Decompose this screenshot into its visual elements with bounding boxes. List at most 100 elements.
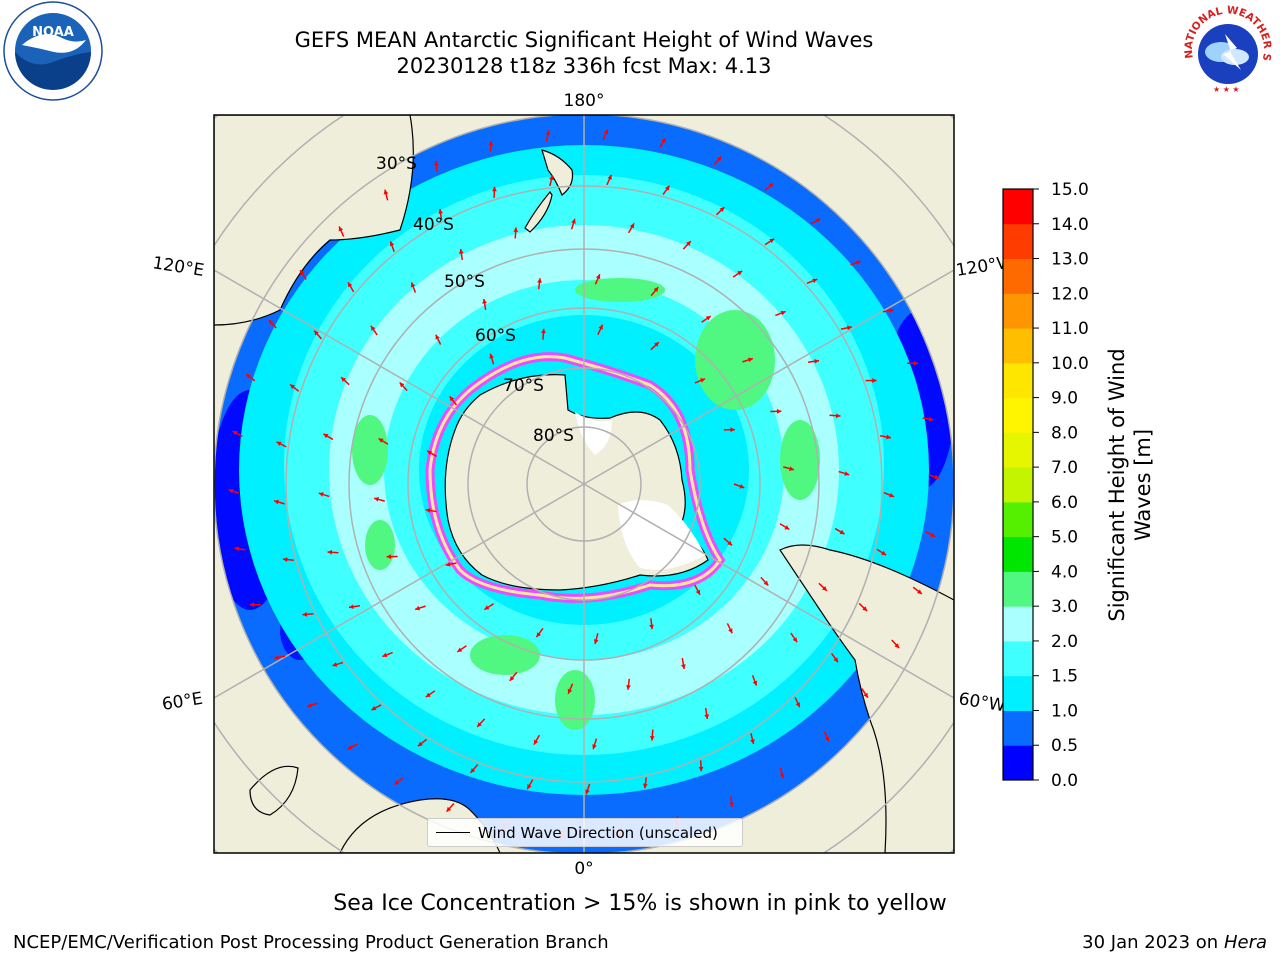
wave-arrow-head bbox=[399, 382, 405, 388]
wave-arrow-head bbox=[739, 484, 745, 489]
wave-arrow-head bbox=[728, 628, 733, 634]
lon-label-60w: 60°W bbox=[957, 689, 1007, 716]
wave-arrow-head bbox=[349, 604, 354, 610]
wave-arrow-head bbox=[347, 745, 353, 750]
wind-wave-arrows bbox=[228, 129, 940, 839]
wave-arrow-head bbox=[327, 549, 333, 555]
wave-arrow-head bbox=[750, 739, 755, 744]
wave-arrow-head bbox=[378, 438, 384, 443]
wave-arrow-head bbox=[649, 735, 655, 741]
wave-arrow-head bbox=[585, 789, 590, 795]
wave-arrow-head bbox=[314, 330, 319, 336]
map-legend: Wind Wave Direction (unscaled) bbox=[427, 818, 743, 847]
map-frame bbox=[213, 114, 955, 854]
wave-arrow-head bbox=[649, 624, 654, 630]
wave-arrow-head bbox=[789, 466, 794, 471]
wave-arrow-head bbox=[318, 492, 324, 497]
wave-arrow-head bbox=[815, 218, 821, 223]
footer-credit: NCEP/EMC/Verification Post Processing Pr… bbox=[13, 932, 609, 953]
wave-arrow-head bbox=[844, 471, 850, 476]
wave-arrow-head bbox=[833, 657, 838, 663]
wave-arrow-head bbox=[249, 602, 255, 608]
lat-label-80s: 80°S bbox=[533, 426, 574, 446]
lon-label-120w: 120°W bbox=[955, 252, 1015, 281]
wave-arrow-head bbox=[323, 433, 329, 439]
wave-arrow-head bbox=[768, 183, 774, 189]
wave-arrow-head bbox=[700, 378, 706, 383]
legend-label: Wind Wave Direction (unscaled) bbox=[478, 823, 718, 842]
wave-arrow-head bbox=[282, 557, 288, 562]
madagascar bbox=[249, 765, 299, 816]
wave-arrow-head bbox=[425, 508, 431, 513]
wave-arrow-head bbox=[509, 675, 515, 681]
wave-arrow-head bbox=[737, 270, 743, 276]
svg-text:★ ★ ★: ★ ★ ★ bbox=[1213, 85, 1240, 94]
wave-arrow-head bbox=[484, 605, 490, 610]
wave-arrow-head bbox=[383, 189, 389, 195]
wave-arrow-head bbox=[886, 434, 891, 440]
ross-ice-shelf bbox=[618, 500, 705, 570]
map-title-line2: 20230128 t18z 336h fcst Max: 4.13 bbox=[396, 54, 772, 78]
footer-host: Hera bbox=[1223, 932, 1267, 953]
wave-arrow-head bbox=[661, 138, 666, 144]
wave-arrow-head bbox=[332, 662, 338, 667]
wave-arrow-head bbox=[386, 554, 392, 560]
wave-arrow-head bbox=[438, 209, 443, 214]
wave-arrow-head bbox=[862, 606, 868, 612]
sea-ice-note: Sea Ice Concentration > 15% is shown in … bbox=[333, 891, 947, 916]
wave-arrow-head bbox=[593, 639, 599, 644]
wave-arrow-head bbox=[889, 492, 895, 498]
wave-arrow-head bbox=[928, 416, 934, 422]
wave-arrow-head bbox=[814, 358, 819, 364]
wave-arrow-head bbox=[747, 357, 753, 363]
wave-arrow-head bbox=[477, 722, 482, 727]
wave-arrow-head bbox=[300, 270, 305, 276]
wave-arrow-head bbox=[410, 282, 416, 288]
wave-arrow-head bbox=[434, 160, 439, 166]
footer-date-text: 30 Jan 2023 on bbox=[1082, 932, 1224, 953]
wave-arrow-head bbox=[812, 278, 818, 284]
wave-arrow-head bbox=[698, 766, 704, 772]
wave-arrow-head bbox=[348, 282, 353, 288]
wave-arrow-head bbox=[863, 692, 868, 698]
wave-arrow-head bbox=[394, 779, 400, 785]
wave-arrow-head bbox=[769, 238, 775, 244]
wave-arrow-head bbox=[934, 474, 940, 480]
wave-arrow-head bbox=[341, 377, 346, 382]
wave-arrow-head bbox=[513, 227, 519, 233]
wave-arrow-head bbox=[417, 741, 423, 747]
wave-arrow-head bbox=[232, 431, 238, 436]
wave-arrow-head bbox=[371, 705, 377, 711]
wave-arrow-head bbox=[626, 685, 631, 690]
wave-arrow-head bbox=[752, 680, 758, 686]
wave-arrow-head bbox=[916, 589, 922, 594]
wave-arrow-head bbox=[234, 546, 240, 552]
wave-arrow-head bbox=[446, 806, 452, 812]
wave-arrow-head bbox=[482, 298, 487, 304]
wave-arrow-head bbox=[763, 580, 769, 586]
lon-label-180: 180° bbox=[564, 91, 605, 111]
wave-arrow-head bbox=[307, 703, 313, 708]
wave-arrow-head bbox=[374, 497, 379, 502]
wave-arrow-head bbox=[872, 378, 877, 383]
map-title-line1: GEFS MEAN Antarctic Significant Height o… bbox=[294, 28, 874, 52]
wave-arrow-head bbox=[415, 605, 421, 611]
lat-label-40s: 40°S bbox=[413, 215, 454, 235]
lon-grid bbox=[214, 115, 954, 853]
legend-line-sample bbox=[436, 832, 470, 833]
wave-arrow-head bbox=[470, 767, 476, 773]
lon-label-0: 0° bbox=[574, 859, 593, 879]
wave-arrow-head bbox=[835, 413, 841, 419]
wave-arrow-head bbox=[889, 308, 894, 313]
wave-arrow-head bbox=[930, 532, 936, 537]
wave-arrow-head bbox=[695, 589, 701, 595]
wave-arrow-head bbox=[567, 688, 573, 694]
wave-arrow-head bbox=[427, 450, 433, 456]
lat-label-50s: 50°S bbox=[444, 272, 485, 292]
wave-arrow-head bbox=[491, 186, 497, 192]
lat-label-70s: 70°S bbox=[503, 376, 544, 396]
wave-arrow-head bbox=[795, 702, 801, 708]
wave-arrow-head bbox=[846, 325, 852, 331]
wave-arrow-head bbox=[274, 655, 279, 660]
wave-arrow-head bbox=[719, 207, 725, 212]
